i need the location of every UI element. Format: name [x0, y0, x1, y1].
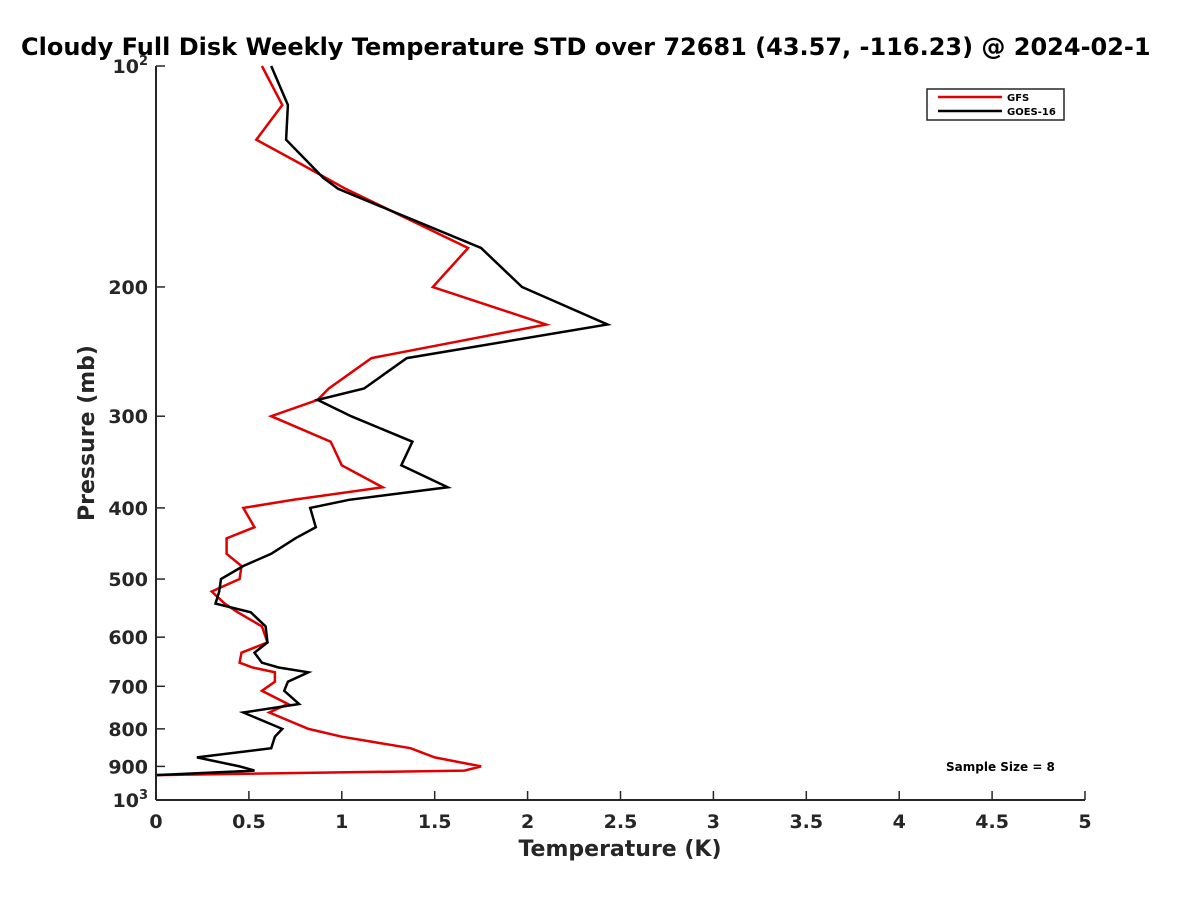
x-tick-label: 1.5 [418, 811, 452, 833]
y-axis-label: Pressure (mb) [75, 345, 100, 521]
legend-label-gfs: GFS [1007, 93, 1029, 104]
series-layer [155, 65, 612, 777]
y-tick-label: 500 [108, 569, 148, 591]
x-tick-label: 5 [1078, 811, 1091, 833]
x-tick-label: 2 [521, 811, 534, 833]
x-tick-label: 3.5 [789, 811, 823, 833]
y-tick-label: 800 [108, 719, 148, 741]
x-ticks: 0 0.5 1 1.5 2 2.5 3 3.5 4 4.5 5 [149, 791, 1092, 833]
sample-size-annotation: Sample Size = 8 [946, 760, 1055, 774]
x-tick-label: 0 [149, 811, 162, 833]
y-tick-label: 400 [108, 498, 148, 520]
x-tick-label: 2.5 [604, 811, 638, 833]
y-tick-label: 600 [108, 627, 148, 649]
legend-label-goes-16: GOES-16 [1007, 107, 1056, 118]
y-tick-label: 102 [113, 54, 149, 78]
x-tick-label: 4 [893, 811, 906, 833]
series-line-gfs [155, 65, 552, 777]
x-axis-label: Temperature (K) [518, 837, 721, 862]
series-line-goes-16 [155, 65, 612, 777]
y-tick-label: 700 [108, 676, 148, 698]
x-tick-label: 4.5 [975, 811, 1009, 833]
y-tick-label: 103 [113, 788, 149, 812]
y-tick-label: 900 [108, 756, 148, 778]
x-tick-label: 0.5 [232, 811, 266, 833]
x-tick-label: 1 [335, 811, 348, 833]
legend: GFS GOES-16 [926, 88, 1065, 121]
y-ticks: 102 200 300 400 500 600 700 800 900 103 [108, 54, 165, 812]
chart-title: Cloudy Full Disk Weekly Temperature STD … [21, 33, 1151, 61]
y-tick-label: 200 [108, 277, 148, 299]
y-tick-label: 300 [108, 406, 148, 428]
x-tick-label: 3 [707, 811, 720, 833]
legend-box [926, 88, 1065, 121]
